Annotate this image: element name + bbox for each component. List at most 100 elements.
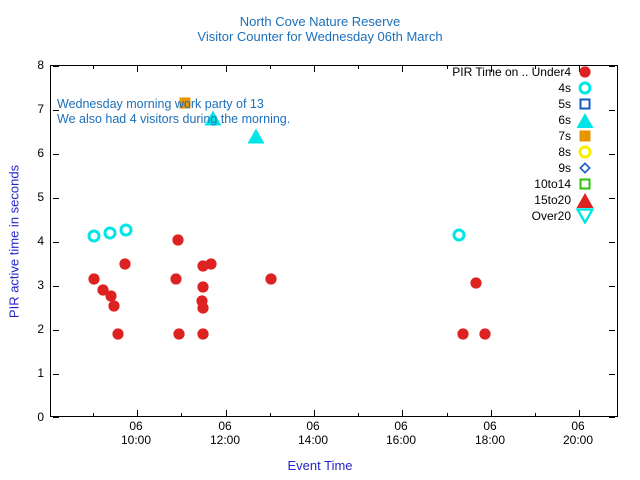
data-point-under4 (477, 326, 493, 342)
y-tick-major-right (609, 242, 615, 243)
y-tick-major (53, 330, 59, 331)
legend-marker-triangle-down-open (576, 208, 594, 224)
data-point-4s (86, 228, 102, 244)
y-tick-major-right (609, 154, 615, 155)
x-tick-major-top (491, 66, 492, 72)
y-tick-major-right (609, 198, 615, 199)
y-tick-major (53, 198, 59, 199)
data-point-4s (102, 225, 118, 241)
legend-item-label: 15to20 (534, 193, 571, 207)
x-tick-minor (535, 413, 536, 416)
y-tick-label: 7 (37, 102, 44, 116)
data-point-under4 (455, 326, 471, 342)
legend-item-label: 7s (558, 129, 571, 143)
x-tick-label: 06 12:00 (209, 419, 241, 447)
plot-area (50, 65, 618, 418)
x-tick-major (137, 410, 138, 416)
y-tick-major (53, 417, 59, 418)
legend-marker-square-open (576, 96, 594, 112)
data-point-under4 (86, 271, 102, 287)
y-tick-label: 5 (37, 190, 44, 204)
x-tick-label: 06 16:00 (385, 419, 417, 447)
y-tick-major (53, 154, 59, 155)
data-point-under4 (95, 282, 111, 298)
x-tick-minor-top (535, 66, 536, 69)
data-point-7s (177, 95, 193, 111)
x-tick-major-top (314, 66, 315, 72)
data-point-under4 (203, 256, 219, 272)
x-tick-label: 06 20:00 (562, 419, 594, 447)
x-tick-minor-top (270, 66, 271, 69)
data-point-6s (204, 109, 222, 126)
legend-marker-triangle-up-filled (576, 192, 594, 208)
x-tick-major (226, 410, 227, 416)
x-tick-major (491, 410, 492, 416)
legend-item-4s: 4s (452, 80, 594, 96)
y-tick-major (53, 242, 59, 243)
data-point-under4 (168, 271, 184, 287)
legend-item-label: 8s (558, 145, 571, 159)
legend-item-15to20: 15to20 (452, 192, 594, 208)
data-point-under4 (263, 271, 279, 287)
y-tick-label: 1 (37, 366, 44, 380)
x-tick-minor-top (358, 66, 359, 69)
legend-item-label: 6s (558, 113, 571, 127)
legend-item-label: Over20 (531, 209, 571, 223)
x-tick-minor-top (181, 66, 182, 69)
legend-marker-triangle-up-filled (576, 112, 594, 128)
data-point-under4 (170, 232, 186, 248)
x-tick-major-top (226, 66, 227, 72)
legend-item-label: 10to14 (534, 177, 571, 191)
y-tick-major-right (609, 374, 615, 375)
chart-title: North Cove Nature Reserve (239, 14, 401, 29)
legend-marker-diamond-open (576, 160, 594, 176)
chart-subtitle: Visitor Counter for Wednesday 06th March (197, 29, 443, 44)
data-point-6s (247, 127, 265, 144)
annotation-line-2: We also had 4 visitors during the mornin… (57, 112, 291, 126)
legend-marker-circle-open (576, 80, 594, 96)
x-tick-minor-top (447, 66, 448, 69)
x-tick-major (314, 410, 315, 416)
x-tick-label: 06 14:00 (297, 419, 329, 447)
legend-item-over20: Over20 (452, 208, 594, 224)
data-point-under4 (110, 326, 126, 342)
data-point-4s (451, 227, 467, 243)
data-point-4s (118, 222, 134, 238)
y-tick-label: 2 (37, 322, 44, 336)
data-point-under4 (195, 326, 211, 342)
y-tick-major-right (609, 330, 615, 331)
x-axis-label: Event Time (287, 458, 353, 473)
x-tick-major (579, 410, 580, 416)
y-tick-major (53, 110, 59, 111)
data-point-under4 (103, 288, 119, 304)
y-tick-label: 3 (37, 278, 44, 292)
legend-item-6s: 6s (452, 112, 594, 128)
data-point-under4 (195, 300, 211, 316)
x-tick-minor (358, 413, 359, 416)
legend-item-5s: 5s (452, 96, 594, 112)
legend-item-under4: PIR Time on .. Under4 (452, 64, 594, 80)
data-point-under4 (106, 298, 122, 314)
legend-item-label: 4s (558, 81, 571, 95)
y-tick-label: 8 (37, 58, 44, 72)
legend-marker-circle-open (576, 144, 594, 160)
y-tick-label: 0 (37, 410, 44, 424)
chart-title-block: North Cove Nature Reserve Visitor Counte… (0, 14, 640, 44)
chart-legend: PIR Time on .. Under4 4s 5s 6s 7s 8s 9s 10to14 1… (452, 64, 594, 224)
legend-item-7s: 7s (452, 128, 594, 144)
data-point-under4 (195, 279, 211, 295)
legend-item-10to14: 10to14 (452, 176, 594, 192)
y-tick-major (53, 374, 59, 375)
legend-item-9s: 9s (452, 160, 594, 176)
y-tick-major (53, 286, 59, 287)
legend-item-label: PIR Time on .. Under4 (452, 65, 571, 79)
data-point-under4 (117, 256, 133, 272)
y-tick-major-right (609, 286, 615, 287)
x-tick-minor-top (93, 66, 94, 69)
legend-item-8s: 8s (452, 144, 594, 160)
data-point-under4 (468, 275, 484, 291)
x-tick-label: 06 18:00 (474, 419, 506, 447)
y-tick-major-right (609, 110, 615, 111)
x-tick-major (402, 410, 403, 416)
